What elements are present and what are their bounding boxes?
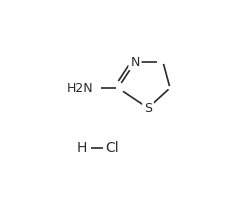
Text: H2N: H2N [67, 82, 93, 95]
Text: Cl: Cl [105, 141, 119, 155]
Text: S: S [144, 102, 152, 114]
Text: H: H [77, 141, 87, 155]
Text: N: N [130, 55, 140, 68]
